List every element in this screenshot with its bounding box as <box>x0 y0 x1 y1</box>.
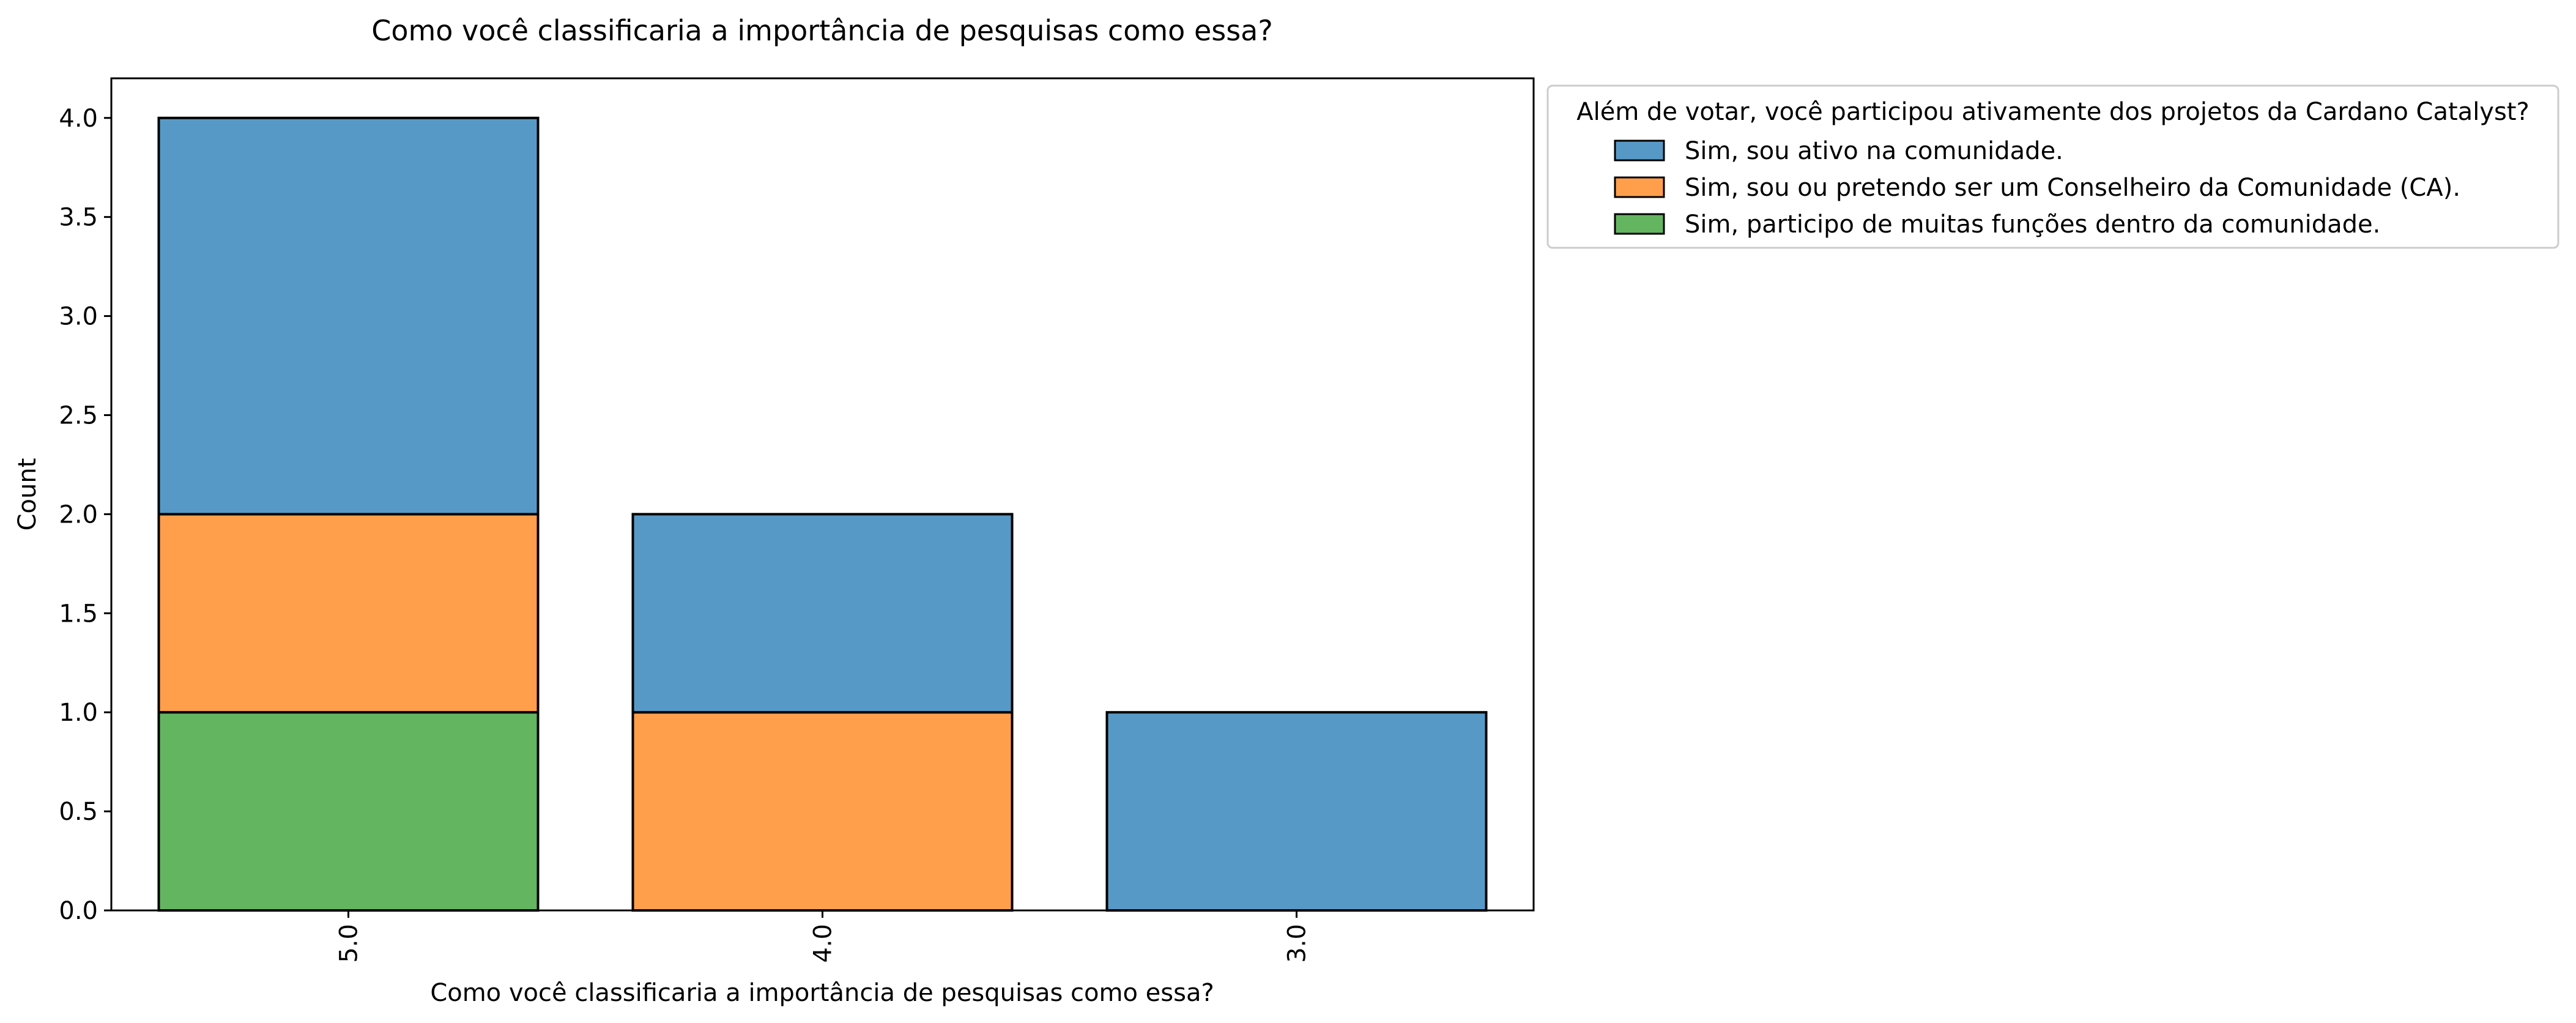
x-axis-label: Como você classificaria a importância de… <box>430 979 1214 1007</box>
y-tick-label: 3.5 <box>59 204 98 232</box>
legend-swatch <box>1614 140 1665 162</box>
y-tick-label: 2.5 <box>59 401 98 430</box>
legend-label: Sim, participo de muitas funções dentro … <box>1685 210 2380 239</box>
legend-frame <box>1546 84 2559 249</box>
chart-title: Como você classificaria a importância de… <box>371 14 1273 47</box>
legend-label: Sim, sou ou pretendo ser um Conselheiro … <box>1685 174 2460 202</box>
y-tick-label: 2.0 <box>59 500 98 529</box>
y-tick-label: 0.0 <box>59 897 98 925</box>
y-tick-label: 4.0 <box>59 105 98 133</box>
x-tick-label: 5.0 <box>335 924 363 963</box>
legend-label: Sim, sou ativo na comunidade. <box>1685 137 2063 165</box>
y-axis-label: Count <box>13 458 42 531</box>
legend-swatch <box>1614 176 1665 198</box>
plot-area <box>157 116 1488 912</box>
bar-segment <box>631 711 1014 912</box>
y-tick-label: 1.0 <box>59 699 98 727</box>
y-tick-label: 1.5 <box>59 600 98 628</box>
legend-items: Sim, sou ativo na comunidade. Sim, sou ou… <box>1614 137 2460 239</box>
legend: Além de votar, você participou ativament… <box>1546 84 2559 249</box>
bar-segment <box>157 513 540 714</box>
x-tick-label: 4.0 <box>809 924 837 963</box>
bar-segment <box>1105 711 1488 912</box>
y-tick-label: 3.0 <box>59 303 98 331</box>
axes: 5.0 4.0 3.0 0.0 0.5 1.0 1.5 2.0 2.5 3.0 3.5 4.0 <box>59 77 1535 963</box>
legend-title: Além de votar, você participou ativament… <box>1576 98 2529 126</box>
bar-segment <box>157 116 540 516</box>
bar-segment <box>631 513 1014 714</box>
y-tick-label: 0.5 <box>59 798 98 826</box>
legend-swatch <box>1614 213 1665 235</box>
bar-segment <box>157 711 540 912</box>
x-tick-label: 3.0 <box>1283 924 1312 963</box>
